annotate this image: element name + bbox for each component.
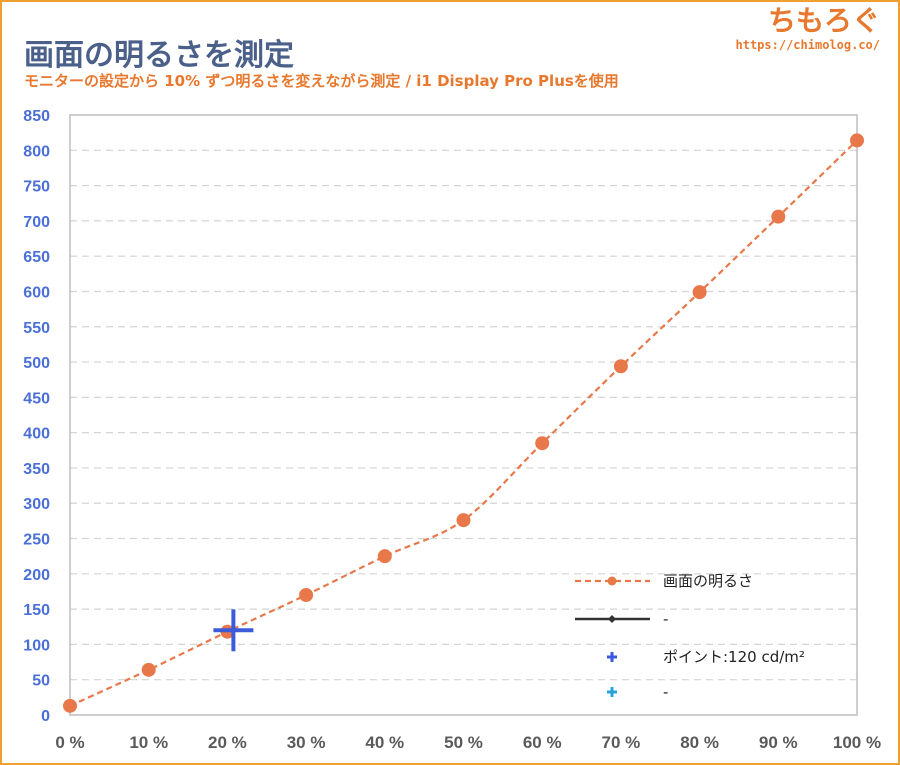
data-point (535, 436, 550, 451)
x-tick-label: 90 % (759, 733, 798, 752)
data-point (63, 698, 77, 713)
y-axis-ticks: 0 50 100 150 200 250 300 350 400 450 500 550 600 650 7… (23, 108, 50, 725)
y-tick-label: 800 (23, 143, 50, 160)
x-tick-label: 30 % (287, 733, 326, 752)
x-tick-label: 10 % (129, 733, 168, 752)
y-tick-label: 100 (23, 637, 50, 654)
y-tick-label: 400 (23, 426, 50, 443)
data-point (141, 662, 156, 677)
grid-lines (70, 149, 857, 681)
data-point (692, 285, 707, 300)
data-point (850, 133, 864, 148)
y-tick-label: 350 (23, 461, 50, 478)
y-tick-label: 150 (23, 602, 50, 619)
legend-label: ポイント:120 cd/m² (663, 648, 805, 666)
y-tick-label: 750 (23, 179, 50, 196)
data-point (377, 549, 392, 564)
y-tick-label: 500 (23, 355, 50, 372)
legend-dot-icon (607, 576, 617, 586)
plot-area-border (69, 114, 858, 716)
data-point (613, 359, 628, 374)
data-point (299, 588, 314, 602)
legend-label: - (663, 610, 668, 628)
y-tick-label: 650 (23, 249, 50, 266)
y-tick-label: 700 (23, 214, 50, 231)
y-tick-label: 200 (23, 567, 50, 584)
legend: 画面の明るさ - ポイント:120 cd/m² - (575, 572, 805, 701)
y-tick-label: 300 (23, 496, 50, 513)
x-tick-label: 60 % (523, 733, 562, 752)
legend-label: - (663, 683, 668, 701)
brand-logo: ちもろぐ https://chimolog.co/ (736, 4, 881, 52)
chart-title: 画面の明るさを測定 (24, 38, 294, 73)
x-tick-label: 20 % (208, 733, 247, 752)
brand-name: ちもろぐ (767, 4, 880, 37)
series-layer (63, 133, 864, 713)
legend-diamond-icon (608, 615, 616, 623)
y-tick-label: 850 (23, 108, 50, 125)
data-point (456, 513, 471, 528)
x-tick-label: 80 % (680, 733, 719, 752)
y-tick-label: 550 (23, 320, 50, 337)
x-tick-label: 70 % (602, 733, 641, 752)
y-tick-label: 600 (23, 284, 50, 301)
y-tick-label: 50 (32, 673, 50, 690)
y-tick-label: 250 (23, 532, 50, 549)
brand-url: https://chimolog.co/ (735, 38, 881, 52)
series-line (69, 139, 858, 707)
x-tick-label: 0 % (55, 733, 84, 752)
x-axis-ticks: 0 % 10 % 20 % 30 % 40 % 50 % 60 % 70 % 80 % 90 % 1… (55, 733, 881, 752)
legend-label: 画面の明るさ (663, 572, 753, 590)
y-tick-label: 0 (41, 708, 50, 725)
y-tick-label: 450 (23, 390, 50, 407)
x-tick-label: 100 % (833, 733, 881, 752)
data-point (771, 209, 786, 224)
x-tick-label: 50 % (444, 733, 483, 752)
x-tick-label: 40 % (365, 733, 404, 752)
chart-subtitle: モニターの設定から 10% ずつ明るさを変えながら測定 / i1 Display… (24, 72, 619, 90)
annotation-layer (213, 609, 254, 652)
